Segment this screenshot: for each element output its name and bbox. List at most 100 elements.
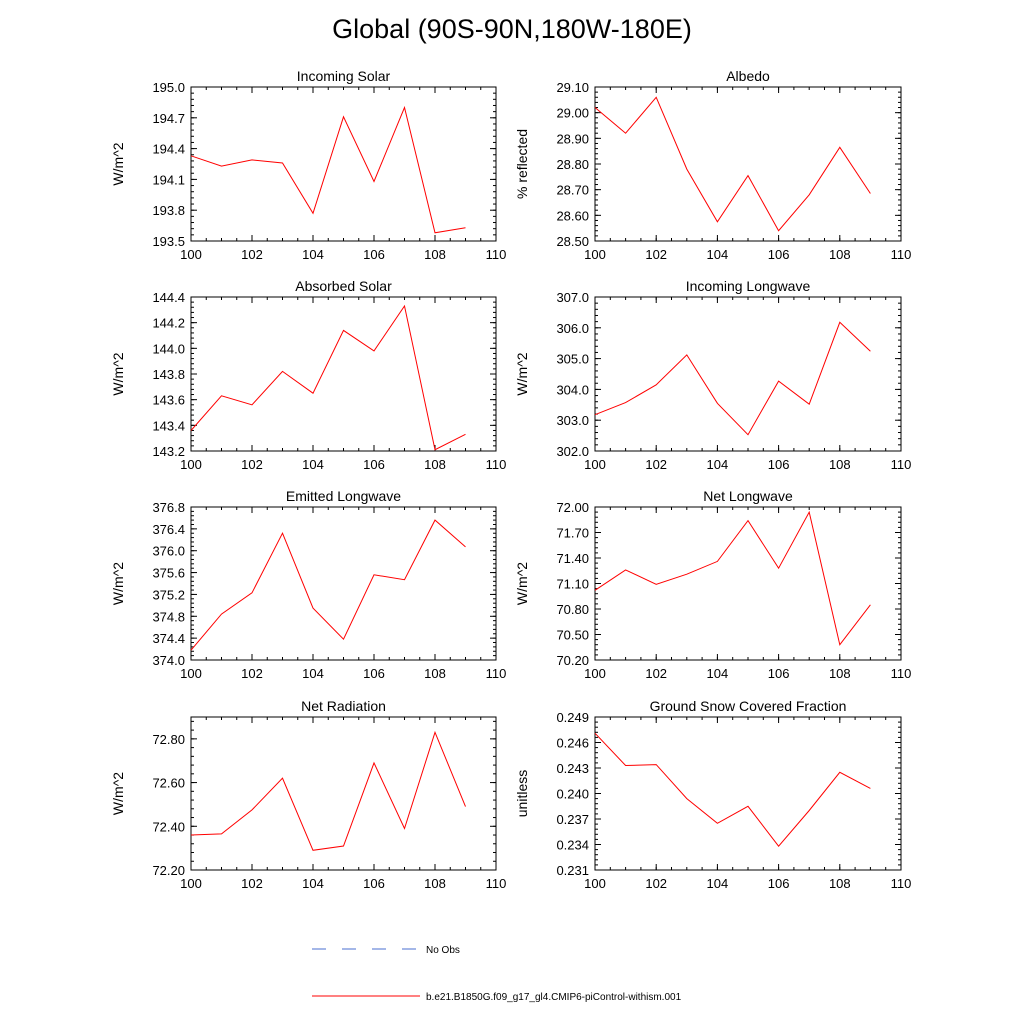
x-tick-label: 108 [829, 457, 851, 472]
y-tick-label: 374.8 [152, 609, 185, 624]
chart-title: Incoming Solar [297, 68, 391, 84]
y-tick-label: 28.60 [556, 208, 589, 223]
y-tick-label: 0.246 [556, 736, 589, 751]
x-tick-label: 100 [180, 876, 202, 891]
y-tick-label: 143.8 [152, 367, 185, 382]
y-tick-label: 375.6 [152, 566, 185, 581]
x-tick-label: 102 [241, 666, 263, 681]
plot-frame [594, 296, 902, 452]
x-tick-label: 102 [645, 457, 667, 472]
x-tick-label: 104 [302, 666, 324, 681]
x-tick-label: 104 [302, 457, 324, 472]
y-tick-label: 374.4 [152, 631, 185, 646]
y-tick-label: 29.00 [556, 106, 589, 121]
x-tick-label: 106 [363, 457, 385, 472]
chart-title: Incoming Longwave [686, 278, 811, 294]
y-tick-label: 143.2 [152, 444, 185, 459]
x-tick-label: 110 [486, 247, 507, 262]
y-tick-label: 376.4 [152, 522, 185, 537]
x-tick-label: 108 [424, 876, 446, 891]
x-tick-label: 110 [891, 247, 912, 262]
x-tick-label: 106 [363, 247, 385, 262]
y-tick-label: 28.90 [556, 131, 589, 146]
x-tick-label: 108 [424, 247, 446, 262]
y-tick-label: 304.0 [556, 382, 589, 397]
y-tick-label: 72.00 [556, 500, 589, 515]
y-axis-label: unitless [514, 770, 530, 817]
chart-title: Absorbed Solar [295, 278, 392, 294]
x-tick-label: 104 [707, 247, 729, 262]
x-tick-label: 100 [180, 666, 202, 681]
y-tick-label: 70.50 [556, 628, 589, 643]
chart-title: Net Longwave [703, 488, 793, 504]
x-tick-label: 108 [829, 247, 851, 262]
y-tick-label: 0.243 [556, 761, 589, 776]
x-tick-label: 106 [363, 666, 385, 681]
y-tick-label: 144.0 [152, 341, 185, 356]
chart-title: Emitted Longwave [286, 488, 401, 504]
plot-frame [190, 506, 497, 661]
x-tick-label: 106 [768, 457, 790, 472]
legend-model-label: b.e21.B1850G.f09_g17_gl4.CMIP6-piControl… [426, 992, 682, 1003]
y-tick-label: 0.237 [556, 812, 589, 827]
x-tick-label: 110 [486, 876, 507, 891]
series-line [594, 96, 871, 232]
y-tick-label: 144.4 [152, 290, 185, 305]
chart-title: Albedo [726, 68, 770, 84]
y-tick-label: 193.5 [152, 234, 185, 249]
y-tick-label: 376.8 [152, 500, 185, 515]
x-tick-label: 100 [584, 666, 606, 681]
y-tick-label: 303.0 [556, 413, 589, 428]
series-line [190, 730, 466, 851]
x-tick-label: 108 [829, 876, 851, 891]
x-tick-label: 102 [645, 247, 667, 262]
x-tick-label: 106 [768, 247, 790, 262]
y-tick-label: 29.10 [556, 80, 589, 95]
y-tick-label: 72.20 [152, 863, 185, 878]
x-tick-label: 102 [645, 876, 667, 891]
y-tick-label: 306.0 [556, 321, 589, 336]
y-tick-label: 0.231 [556, 863, 589, 878]
x-tick-label: 106 [363, 876, 385, 891]
y-tick-label: 28.80 [556, 157, 589, 172]
x-tick-label: 100 [180, 457, 202, 472]
series-line [190, 304, 466, 451]
chart-title: Net Radiation [301, 698, 386, 714]
y-tick-label: 71.40 [556, 551, 589, 566]
x-tick-label: 102 [645, 666, 667, 681]
x-tick-label: 102 [241, 876, 263, 891]
x-tick-label: 102 [241, 247, 263, 262]
plot-frame [190, 86, 497, 242]
y-tick-label: 194.7 [152, 111, 185, 126]
y-tick-label: 70.20 [556, 653, 589, 668]
y-tick-label: 70.80 [556, 602, 589, 617]
y-tick-label: 194.4 [152, 142, 185, 157]
x-tick-label: 110 [486, 666, 507, 681]
x-tick-label: 100 [584, 876, 606, 891]
x-tick-label: 110 [891, 457, 912, 472]
series-line [594, 321, 871, 436]
x-tick-label: 104 [302, 876, 324, 891]
x-tick-label: 100 [584, 457, 606, 472]
y-tick-label: 71.10 [556, 577, 589, 592]
y-tick-label: 0.240 [556, 787, 589, 802]
y-axis-label: W/m^2 [514, 352, 530, 395]
chart-title: Ground Snow Covered Fraction [650, 698, 847, 714]
y-tick-label: 195.0 [152, 80, 185, 95]
series-line [594, 510, 871, 646]
plot-frame [594, 86, 902, 242]
chart-panel-4: Incoming Longwave W/m^2 100 102 104 106 108 110… [514, 278, 911, 472]
legend: No Obs b.e21.B1850G.f09_g17_gl4.CMIP6-piC… [312, 945, 682, 1003]
series-line [594, 732, 871, 847]
y-tick-label: 374.0 [152, 653, 185, 668]
chart-panel-3: Absorbed Solar W/m^2 100 102 104 106 108 110 143… [110, 278, 506, 472]
chart-panel-6: Net Longwave W/m^2 100 102 104 106 108 110 70.20… [514, 488, 911, 681]
x-tick-label: 104 [707, 876, 729, 891]
page-title: Global (90S-90N,180W-180E) [332, 14, 692, 44]
x-tick-label: 108 [424, 457, 446, 472]
x-tick-label: 110 [486, 457, 507, 472]
chart-panel-8: Ground Snow Covered Fraction unitless 100 1… [514, 698, 911, 891]
plot-frame [594, 506, 902, 661]
y-tick-label: 194.1 [152, 172, 185, 187]
